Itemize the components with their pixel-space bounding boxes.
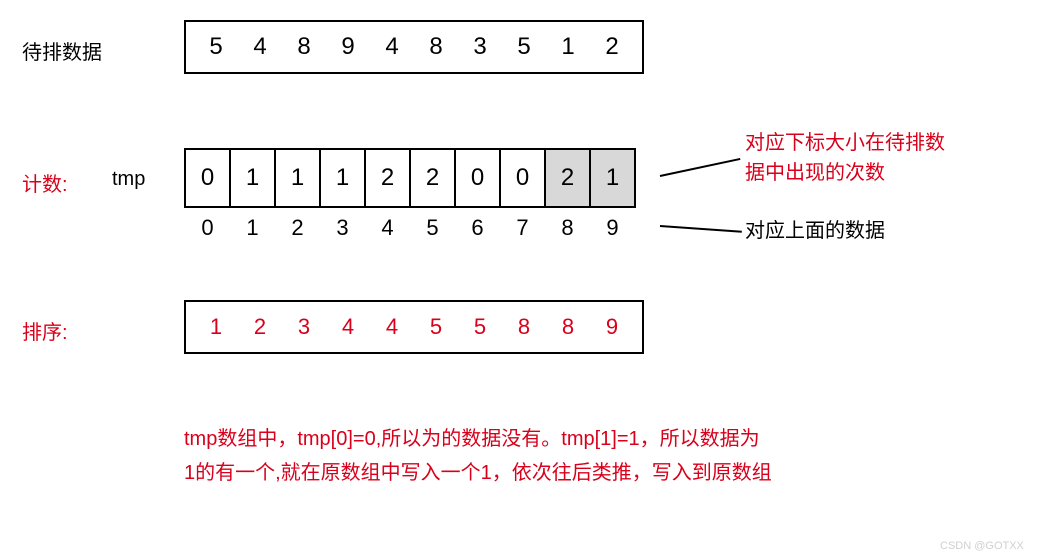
input-cell: 2 <box>590 33 634 61</box>
input-cell: 8 <box>282 33 326 61</box>
count-annotation-line1: 对应下标大小在待排数 <box>745 132 945 154</box>
explanation-line1: tmp数组中，tmp[0]=0,所以为的数据没有。tmp[1]=1，所以数据为 <box>184 428 760 450</box>
index-cell: 9 <box>589 215 636 241</box>
count-annotation: 对应下标大小在待排数 据中出现的次数 <box>745 128 945 188</box>
sorted-cell: 5 <box>414 314 458 340</box>
index-cell: 1 <box>229 215 276 241</box>
tmp-cell: 1 <box>589 148 636 208</box>
tmp-cell: 2 <box>364 148 411 208</box>
connector-line-2 <box>660 225 742 233</box>
index-cell: 0 <box>184 215 231 241</box>
input-cell: 1 <box>546 33 590 61</box>
input-cell: 3 <box>458 33 502 61</box>
input-cell: 5 <box>194 33 238 61</box>
count-annotation-line2: 据中出现的次数 <box>745 162 885 184</box>
sorted-cell: 4 <box>326 314 370 340</box>
tmp-cell: 0 <box>454 148 501 208</box>
tmp-label: tmp <box>112 168 145 191</box>
tmp-array-row: 0111220021 <box>184 148 636 208</box>
sorted-array-box: 1234455889 <box>184 300 644 354</box>
index-cell: 3 <box>319 215 366 241</box>
sorted-cell: 1 <box>194 314 238 340</box>
explanation-line2: 1的有一个,就在原数组中写入一个1，依次往后类推，写入到原数组 <box>184 462 772 484</box>
explanation-text: tmp数组中，tmp[0]=0,所以为的数据没有。tmp[1]=1，所以数据为 … <box>184 422 772 490</box>
index-cell: 8 <box>544 215 591 241</box>
input-cell: 9 <box>326 33 370 61</box>
sorted-cell: 5 <box>458 314 502 340</box>
sorted-cell: 8 <box>502 314 546 340</box>
sorted-cell: 9 <box>590 314 634 340</box>
sorted-cell: 8 <box>546 314 590 340</box>
input-data-label: 待排数据 <box>22 36 102 65</box>
index-cell: 7 <box>499 215 546 241</box>
count-label: 计数: <box>22 168 68 197</box>
tmp-cell: 2 <box>409 148 456 208</box>
tmp-cell: 1 <box>319 148 366 208</box>
connector-line-1 <box>660 158 741 177</box>
input-array-box: 5489483512 <box>184 20 644 74</box>
sorted-cell: 4 <box>370 314 414 340</box>
tmp-cell: 0 <box>499 148 546 208</box>
index-row: 0123456789 <box>184 215 636 241</box>
input-cell: 4 <box>238 33 282 61</box>
input-cell: 4 <box>370 33 414 61</box>
index-cell: 2 <box>274 215 321 241</box>
watermark: CSDN @GOTXX <box>940 540 1024 552</box>
tmp-cell: 0 <box>184 148 231 208</box>
input-cell: 8 <box>414 33 458 61</box>
sort-label: 排序: <box>22 316 68 345</box>
sorted-cell: 3 <box>282 314 326 340</box>
tmp-cell: 1 <box>229 148 276 208</box>
index-cell: 6 <box>454 215 501 241</box>
tmp-cell: 1 <box>274 148 321 208</box>
input-cell: 5 <box>502 33 546 61</box>
index-annotation: 对应上面的数据 <box>745 216 885 246</box>
sorted-cell: 2 <box>238 314 282 340</box>
tmp-cell: 2 <box>544 148 591 208</box>
index-cell: 4 <box>364 215 411 241</box>
index-cell: 5 <box>409 215 456 241</box>
